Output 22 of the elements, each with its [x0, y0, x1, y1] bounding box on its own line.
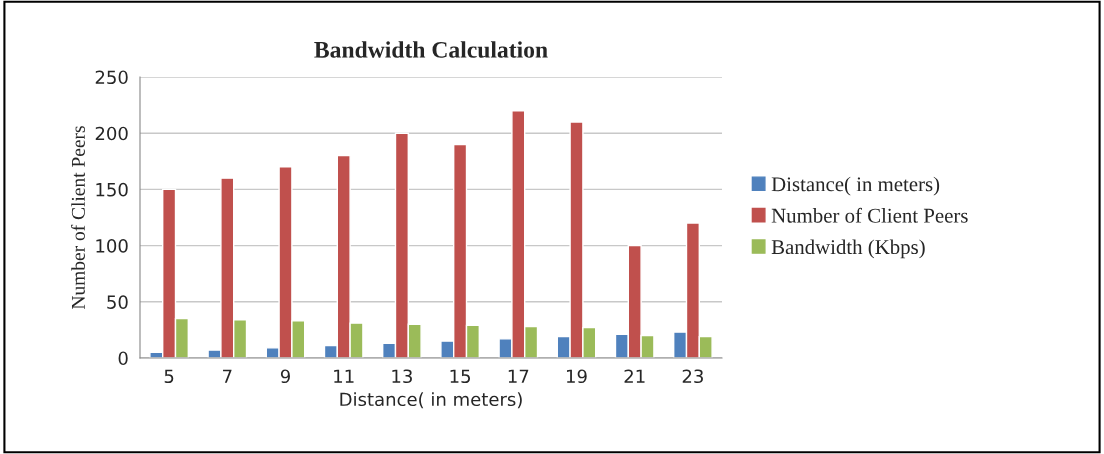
- y-tick-label: 200: [95, 126, 128, 141]
- legend-label: Number of Client Peers: [771, 207, 968, 223]
- y-axis-title: Number of Client Peers: [71, 126, 85, 310]
- x-tick-label: 21: [624, 369, 645, 383]
- x-tick-label: 17: [508, 369, 529, 383]
- x-tick-label: 15: [450, 369, 471, 384]
- x-tick-label: 23: [682, 369, 703, 384]
- y-tick-label: 250: [95, 70, 128, 85]
- y-tick-label: 50: [107, 295, 128, 309]
- x-tick-label: 9: [280, 369, 290, 384]
- chart-title: Bandwidth Calculation: [314, 41, 548, 58]
- y-tick-label: 100: [96, 239, 128, 253]
- x-tick-label: 19: [567, 369, 587, 384]
- legend-label: Distance( in meters): [771, 176, 940, 196]
- y-tick-label: 0: [118, 351, 128, 366]
- legend-label: Bandwidth (Kbps): [771, 239, 925, 259]
- x-tick-label: 5: [164, 369, 174, 384]
- x-tick-label: 7: [223, 369, 232, 383]
- x-tick-label: 13: [392, 369, 412, 384]
- y-tick-label: 150: [96, 182, 128, 197]
- x-axis-title: Distance( in meters): [340, 392, 522, 409]
- x-tick-label: 11: [334, 369, 354, 383]
